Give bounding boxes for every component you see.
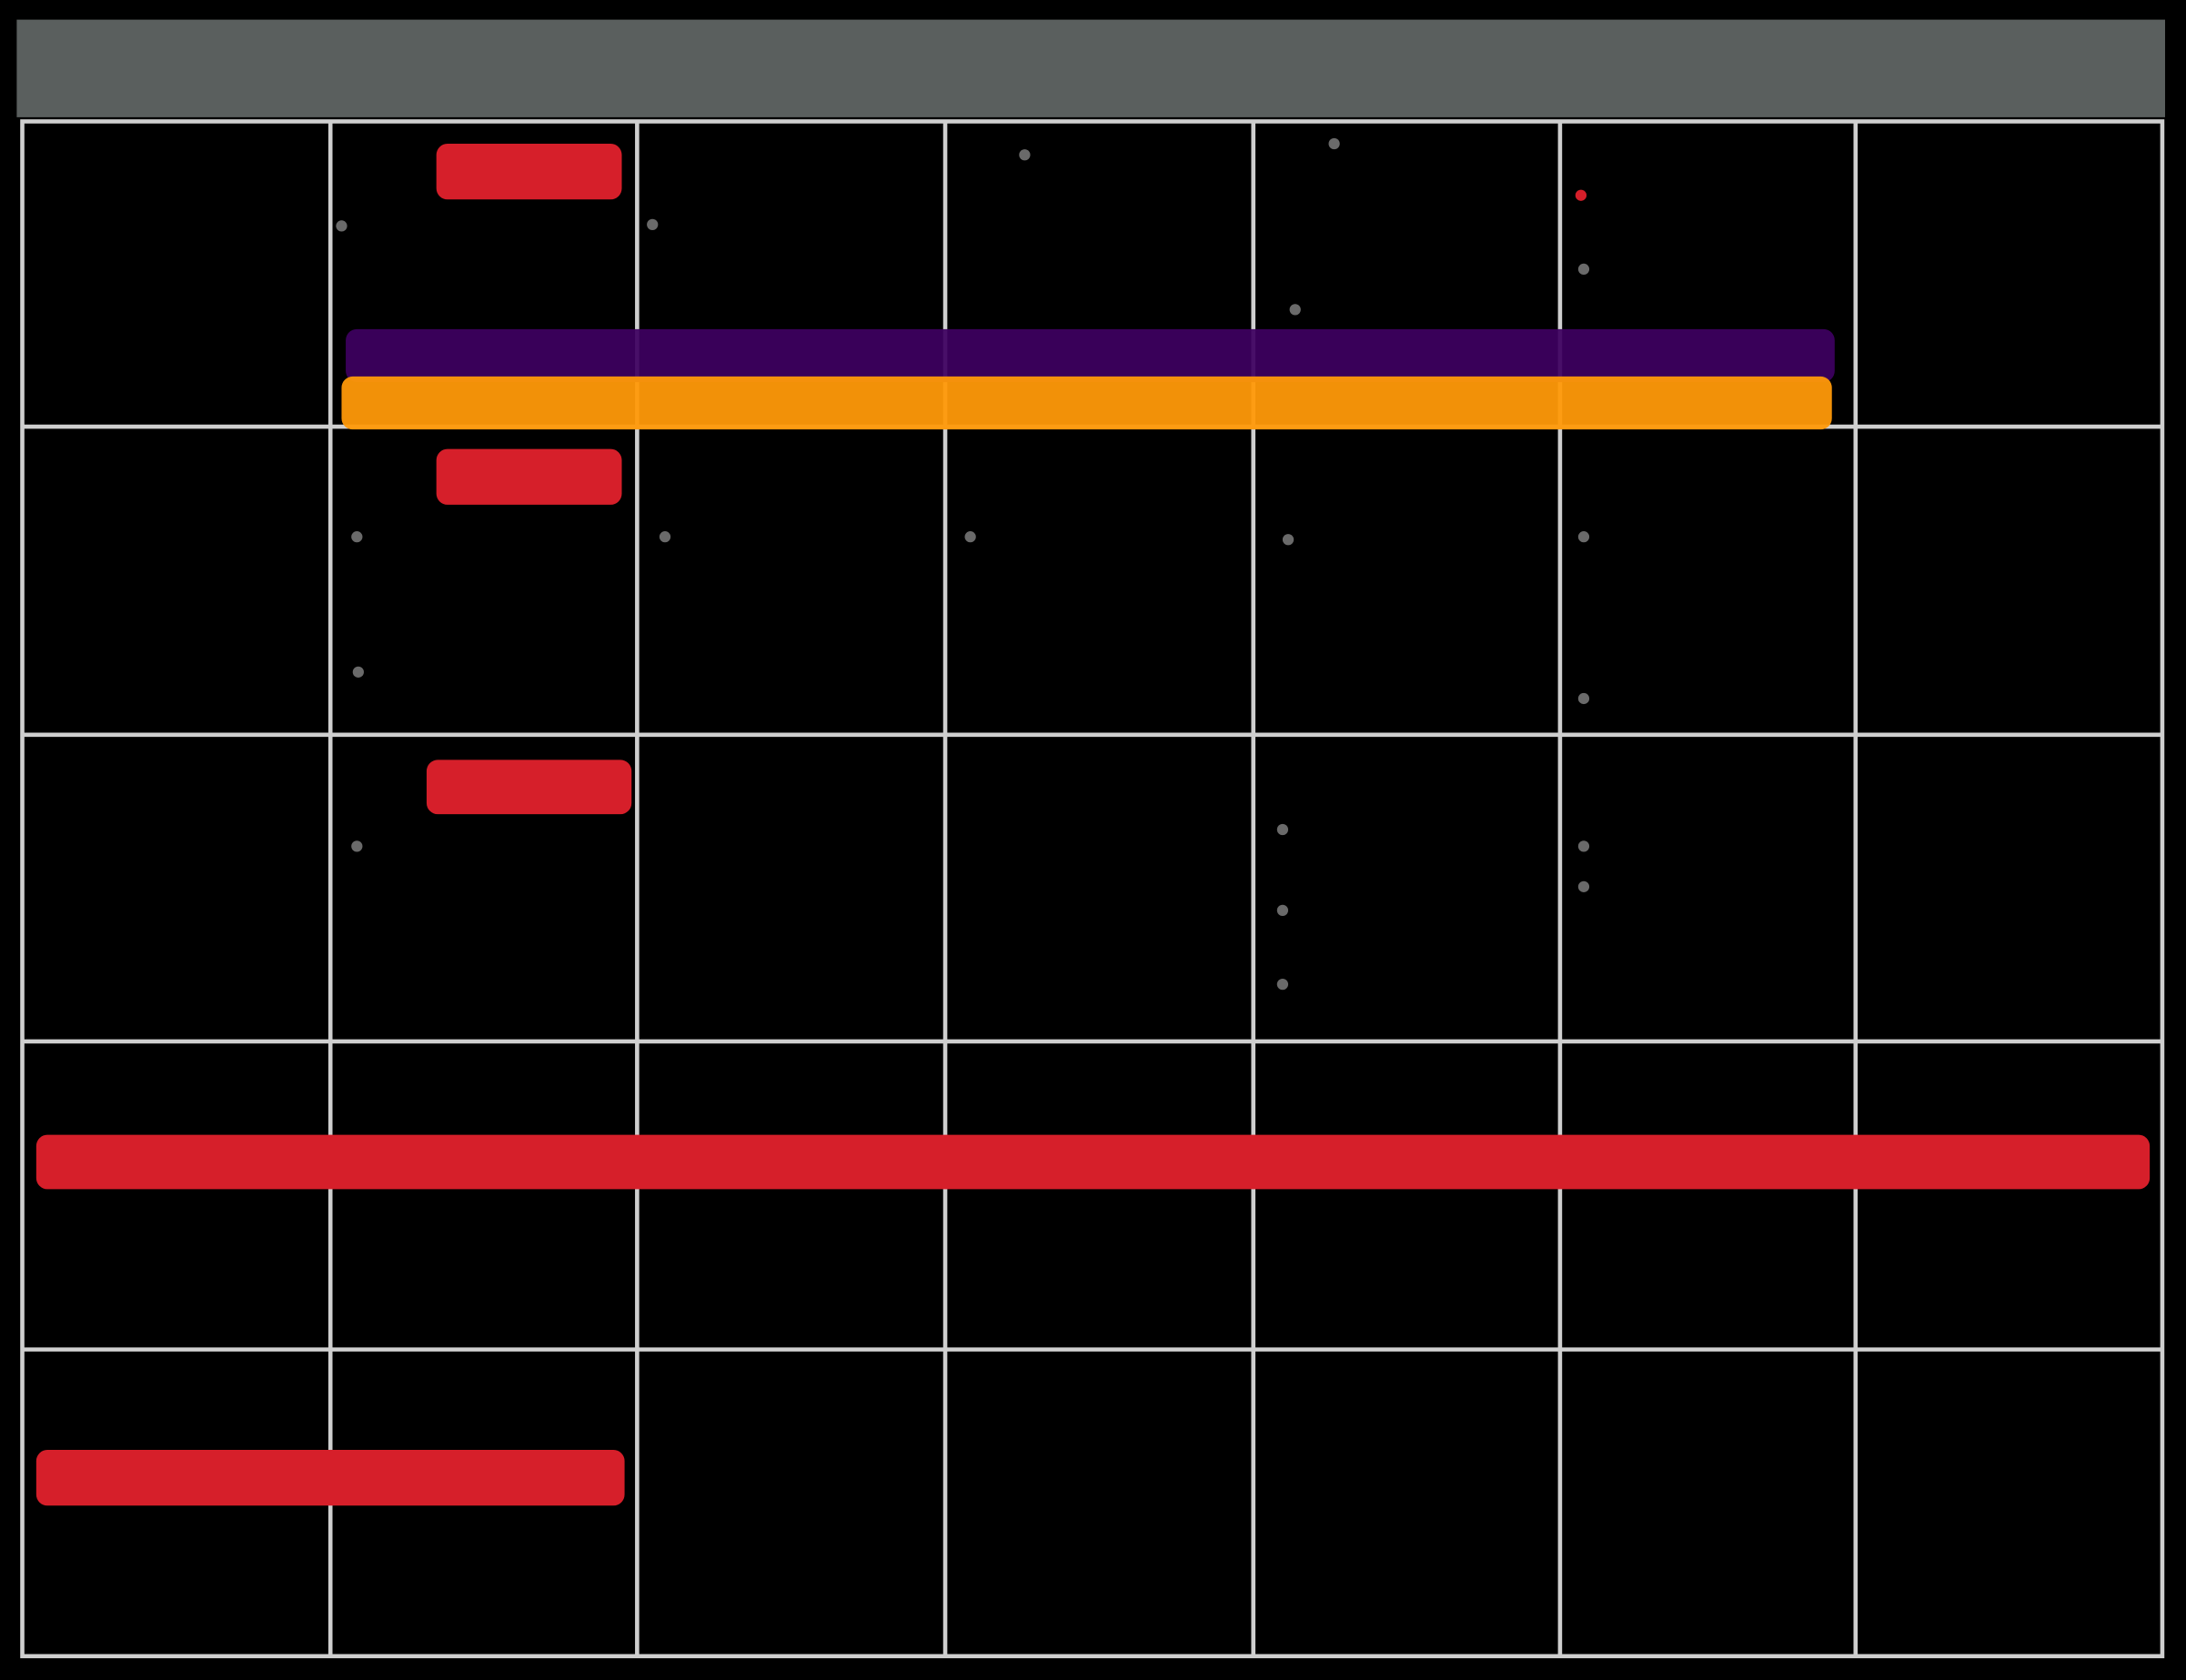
event-dot[interactable] (336, 220, 348, 232)
event-dot[interactable] (1577, 840, 1590, 852)
event-dot[interactable] (1282, 534, 1294, 546)
event[interactable] (35, 1449, 625, 1506)
event-dots (336, 137, 1590, 991)
event-dot[interactable] (1289, 304, 1301, 316)
event-dot[interactable] (351, 531, 363, 543)
event-dot[interactable] (1575, 189, 1587, 201)
event-dot[interactable] (1577, 692, 1590, 705)
event[interactable] (35, 1134, 2151, 1190)
event-dot[interactable] (1577, 531, 1590, 543)
event-dot[interactable] (647, 218, 659, 231)
event[interactable] (436, 448, 622, 505)
event[interactable] (436, 144, 622, 200)
event-dot[interactable] (1276, 904, 1289, 917)
event-dot[interactable] (352, 666, 364, 678)
event-dot[interactable] (1276, 823, 1289, 836)
event-dot[interactable] (659, 531, 671, 543)
event-dot[interactable] (1577, 880, 1590, 892)
event[interactable] (341, 376, 1832, 430)
event[interactable] (426, 760, 632, 815)
event-dot[interactable] (964, 531, 976, 543)
event-dot[interactable] (351, 840, 363, 852)
event-dot[interactable] (1577, 263, 1590, 276)
grid-border (20, 119, 2165, 1659)
header-bar (16, 19, 2166, 117)
event-dot[interactable] (1276, 978, 1289, 991)
event-dot[interactable] (1019, 149, 1031, 161)
event[interactable] (346, 328, 1835, 383)
event-dot[interactable] (1328, 137, 1340, 150)
